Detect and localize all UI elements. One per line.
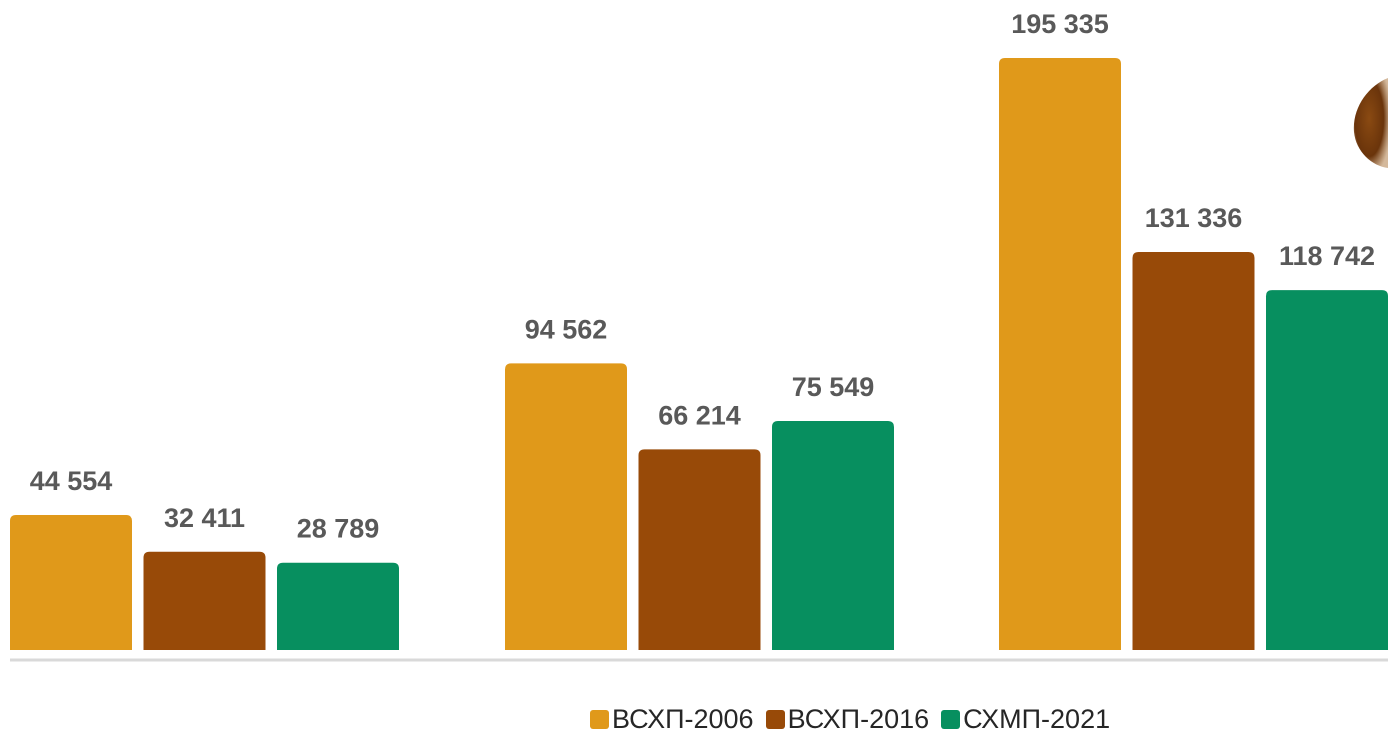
legend-label-series-3: СХМП-2021 xyxy=(963,704,1111,734)
data-label-series-3-group-3: 118 742 xyxy=(1279,241,1375,271)
bar-series-2-group-3 xyxy=(1132,251,1255,650)
legend-item-series-3: СХМП-2021 xyxy=(941,704,1110,735)
bar-series-1-group-2 xyxy=(505,363,627,650)
bar-series-1-group-1 xyxy=(10,514,132,650)
legend-swatch-series-1 xyxy=(590,710,609,729)
bar-series-2-group-2 xyxy=(638,449,761,650)
data-label-series-2-group-1: 32 411 xyxy=(164,503,245,533)
legend-swatch-series-2 xyxy=(765,710,785,729)
data-label-series-1-group-1: 44 554 xyxy=(30,466,113,496)
decorative-blob-image xyxy=(1353,78,1388,168)
legend-item-series-2: ВСХП-2016 xyxy=(765,704,930,735)
bar-series-3-group-1 xyxy=(277,562,399,650)
data-label-series-1-group-2: 94 562 xyxy=(525,314,608,344)
legend-item-series-1: ВСХП-2006 xyxy=(590,704,754,735)
data-label-series-2-group-2: 66 214 xyxy=(658,400,741,430)
legend-label-series-2: ВСХП-2016 xyxy=(787,704,930,734)
data-label-series-3-group-1: 28 789 xyxy=(297,514,380,544)
legend-label-series-1: ВСХП-2006 xyxy=(612,704,754,734)
legend-swatch-series-3 xyxy=(941,710,961,729)
data-label-series-3-group-2: 75 549 xyxy=(792,372,875,402)
legend: ВСХП-2006 ВСХП-2016 СХМП-2021 xyxy=(590,704,1122,735)
bar-series-3-group-2 xyxy=(772,421,894,650)
bar-series-2-group-1 xyxy=(143,551,266,650)
data-label-series-1-group-3: 195 335 xyxy=(1011,9,1109,39)
bar-series-1-group-3 xyxy=(999,58,1121,650)
data-label-series-2-group-3: 131 336 xyxy=(1145,203,1243,233)
bar-series-3-group-3 xyxy=(1266,290,1388,650)
